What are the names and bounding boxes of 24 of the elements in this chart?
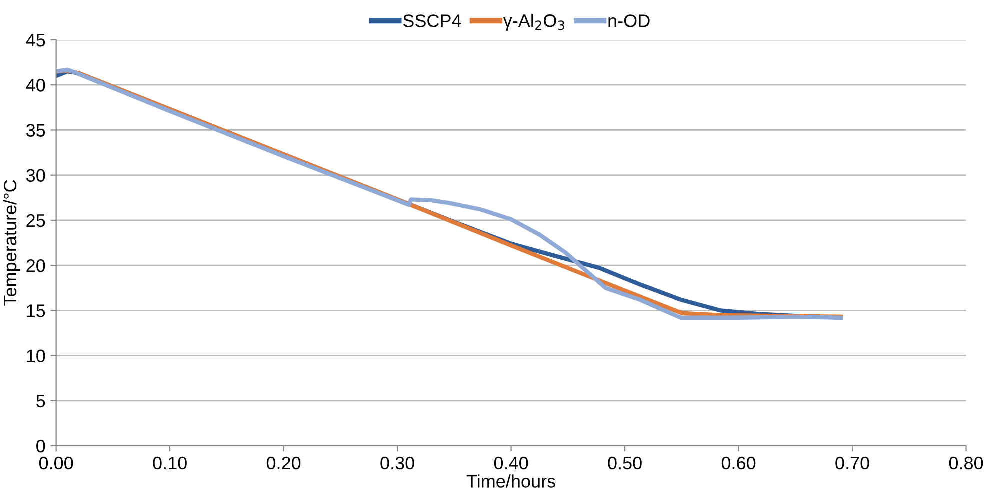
y-tick-label: 30 [26,169,46,182]
y-tick-label: 35 [26,124,46,137]
x-tick-label: 0.60 [722,456,756,470]
x-tick-label: 0.50 [608,456,642,470]
x-tick-label: 0.70 [836,456,870,470]
x-tick-label: 0.30 [380,456,414,470]
y-tick-label: 20 [26,259,46,272]
legend-label: n-OD [608,14,650,28]
y-tick-label: 45 [26,34,46,47]
x-tick-label: 0.40 [494,456,528,470]
y-axis-title: Temperature/°C [3,180,20,306]
y-tick-label: 15 [27,304,46,318]
x-tick-label: 0.80 [949,456,984,470]
y-tick-label: 10 [27,350,46,362]
x-tick-label: 0.10 [153,456,187,470]
y-tick-label: 0 [36,440,46,453]
x-tick-label: 0.00 [39,456,74,470]
legend-label: SSCP4 [403,14,462,28]
x-tick-label: 0.20 [266,456,301,470]
x-axis-title: Time/hours [466,474,556,488]
y-tick-label: 25 [26,214,46,228]
y-tick-label: 5 [36,395,46,408]
y-tick-label: 40 [26,79,46,92]
legend-label: γ-Al$_{2}$O$_{3}$ [503,14,564,31]
